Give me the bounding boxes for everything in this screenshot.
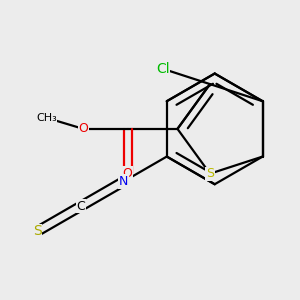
Text: S: S — [33, 224, 42, 238]
Text: O: O — [123, 167, 133, 180]
Text: Cl: Cl — [156, 62, 170, 76]
Text: CH₃: CH₃ — [36, 113, 57, 123]
Text: C: C — [76, 200, 85, 213]
Text: O: O — [78, 122, 88, 135]
Text: S: S — [206, 167, 214, 180]
Text: N: N — [119, 175, 128, 188]
